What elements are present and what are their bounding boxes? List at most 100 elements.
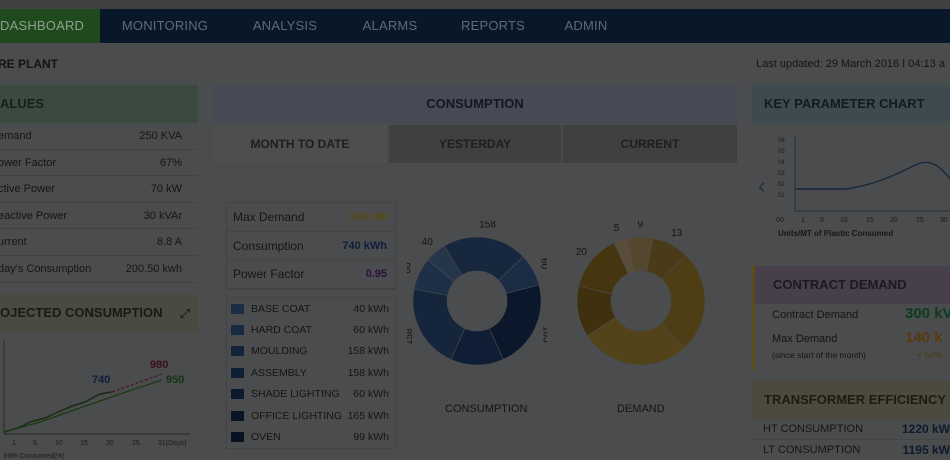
- consumption-slice-label: 158: [407, 328, 415, 345]
- value-row: emand 250 KVA: [0, 123, 198, 150]
- legend-value: 165 kWh: [347, 409, 389, 422]
- contract-demand-value: 300 kV: [905, 305, 950, 322]
- legend-item: OFFICE LIGHTING 165 kWh: [227, 405, 395, 426]
- legend-name: SHADE LIGHTING: [251, 388, 340, 401]
- since-start-label: (since start of the month): [772, 350, 867, 360]
- nav-analysis[interactable]: ANALYSIS: [252, 18, 318, 33]
- demand-donut-label: DEMAND: [617, 403, 665, 415]
- main-nav: DASHBOARD MONITORING ANALYSIS ALARMS REP…: [0, 9, 950, 43]
- consumption-slice[interactable]: [413, 259, 455, 296]
- projected-tick: 15: [80, 440, 88, 447]
- kp-xtick: 00: [776, 217, 784, 224]
- transformer-row: HT CONSUMPTION 1220 kW: [752, 419, 950, 440]
- key-parameter-title: KEY PARAMETER CHART: [752, 85, 950, 123]
- projected-tick: 31(Days): [158, 440, 186, 447]
- legend-name: OFFICE LIGHTING: [251, 409, 343, 422]
- stat-label: Power Factor: [233, 267, 305, 281]
- demand-slice[interactable]: [661, 254, 706, 349]
- nav-monitoring[interactable]: MONITORING: [121, 18, 209, 33]
- projected-tick: 5: [33, 440, 37, 447]
- consumption-tabs: MONTH TO DATE YESTERDAY CURRENT: [213, 125, 737, 163]
- since-start-value: < 50%: [917, 350, 943, 360]
- demand-slice[interactable]: [578, 242, 629, 295]
- projected-label-980: 980: [150, 359, 168, 371]
- max-demand-label: Max Demand: [772, 333, 838, 345]
- demand-slice-label: 20: [576, 247, 588, 258]
- kp-xtick: 20: [890, 217, 898, 224]
- value-amount: 67%: [159, 156, 182, 169]
- transformer-efficiency-panel: TRANSFORMER EFFICIENCY HT CONSUMPTION 122…: [752, 381, 950, 460]
- consumption-stats: Max Demand 140 kW Consumption 740 kWh Power …: [226, 202, 396, 290]
- nav-admin[interactable]: ADMIN: [564, 18, 608, 33]
- chevron-left-icon[interactable]: ‹: [758, 173, 766, 198]
- value-amount: 200.50 kwh: [125, 262, 182, 275]
- plant-title: RE PLANT: [0, 57, 58, 71]
- max-demand-value: 140 k: [905, 329, 943, 346]
- projected-consumption-panel: OJECTED CONSUMPTION ⤢ 740 980 950 1 5 10…: [0, 294, 198, 460]
- projected-footer: kWh Consumed(%): [4, 453, 65, 460]
- legend-swatch: [231, 367, 244, 378]
- projected-actual-line: [3, 391, 113, 433]
- legend-value: 158 kWh: [347, 366, 389, 379]
- consumption-panel: CONSUMPTION MONTH TO DATE YESTERDAY CURR…: [213, 85, 737, 460]
- tab-current[interactable]: CURRENT: [563, 125, 737, 163]
- consumption-title: CONSUMPTION: [213, 85, 737, 123]
- consumption-slice-label: 158: [479, 221, 496, 231]
- projected-label-740: 740: [92, 374, 110, 386]
- projected-tick: 20: [106, 440, 114, 447]
- legend-swatch: [231, 346, 244, 357]
- legend-swatch: [231, 432, 244, 443]
- demand-slice-label: 13: [671, 228, 683, 239]
- nav-reports[interactable]: REPORTS: [460, 18, 525, 33]
- top-strip: [0, 0, 950, 9]
- consumption-slice-label: 40: [422, 237, 434, 248]
- legend-value: 60 kWh: [353, 324, 389, 337]
- legend-value: 158 kWh: [347, 345, 389, 358]
- legend-swatch: [231, 303, 244, 314]
- value-row: ctive Power 70 kW: [0, 176, 198, 203]
- transformer-row: LT CONSUMPTION 1195 kW: [752, 440, 950, 460]
- kp-xlabel: Units/MT of Plastic Consumed: [778, 229, 893, 238]
- contract-demand-body: Contract Demand 300 kV Max Demand 140 k …: [755, 304, 950, 370]
- demand-slice-label: 9: [637, 221, 643, 230]
- projected-target-line: [3, 379, 163, 433]
- stat-label: Consumption: [233, 238, 304, 253]
- value-label: urrent: [0, 236, 27, 249]
- legend-swatch: [231, 325, 244, 336]
- expand-icon[interactable]: ⤢: [179, 306, 190, 321]
- nav-alarms[interactable]: ALARMS: [362, 18, 418, 33]
- transformer-label: LT CONSUMPTION: [763, 444, 861, 456]
- kp-ytick: 05: [778, 149, 785, 155]
- value-label: ower Factor: [0, 156, 57, 169]
- kp-ytick: 03: [778, 171, 785, 177]
- consumption-legend: BASE COAT 40 kWh HARD COAT 60 kWh MOULDING 15…: [226, 297, 396, 449]
- legend-item: SHADE LIGHTING 60 kWh: [227, 384, 395, 405]
- projected-title: OJECTED CONSUMPTION: [0, 294, 198, 332]
- value-row: ower Factor 67%: [0, 150, 198, 177]
- projected-tick: 1: [12, 440, 16, 447]
- demand-slice[interactable]: [586, 316, 686, 366]
- contract-demand-label: Contract Demand: [772, 309, 859, 321]
- legend-value: 99 kWh: [353, 431, 389, 444]
- kp-xtick: 1: [801, 217, 805, 224]
- kp-xtick: 15: [866, 217, 874, 224]
- value-amount: 30 kVAr: [143, 209, 182, 222]
- demand-donut: 591336391820: [571, 221, 706, 366]
- tab-month-to-date[interactable]: MONTH TO DATE: [213, 125, 387, 163]
- sub-header: RE PLANT Last updated: 29 March 2016 I 0…: [0, 43, 950, 83]
- kp-xtick: 25: [916, 217, 924, 224]
- key-parameter-chart: 06 05 04 03 02 01 00 1 5 10 15 20 25 30 …: [776, 135, 950, 238]
- legend-value: 60 kWh: [353, 388, 389, 401]
- nav-dashboard[interactable]: DASHBOARD: [0, 9, 100, 43]
- value-label: emand: [0, 130, 32, 142]
- value-amount: 8.8 A: [156, 236, 182, 249]
- stat-value: 140 kW: [349, 211, 387, 223]
- value-row: urrent 8.8 A: [0, 229, 198, 256]
- projected-label-950: 950: [166, 374, 184, 386]
- kp-ytick: 04: [778, 160, 785, 166]
- kp-line: [795, 161, 950, 190]
- tab-yesterday[interactable]: YESTERDAY: [389, 125, 561, 163]
- legend-item: MOULDING 158 kWh: [227, 341, 395, 362]
- kp-xtick: 5: [820, 217, 824, 224]
- legend-name: ASSEMBLY: [251, 366, 307, 379]
